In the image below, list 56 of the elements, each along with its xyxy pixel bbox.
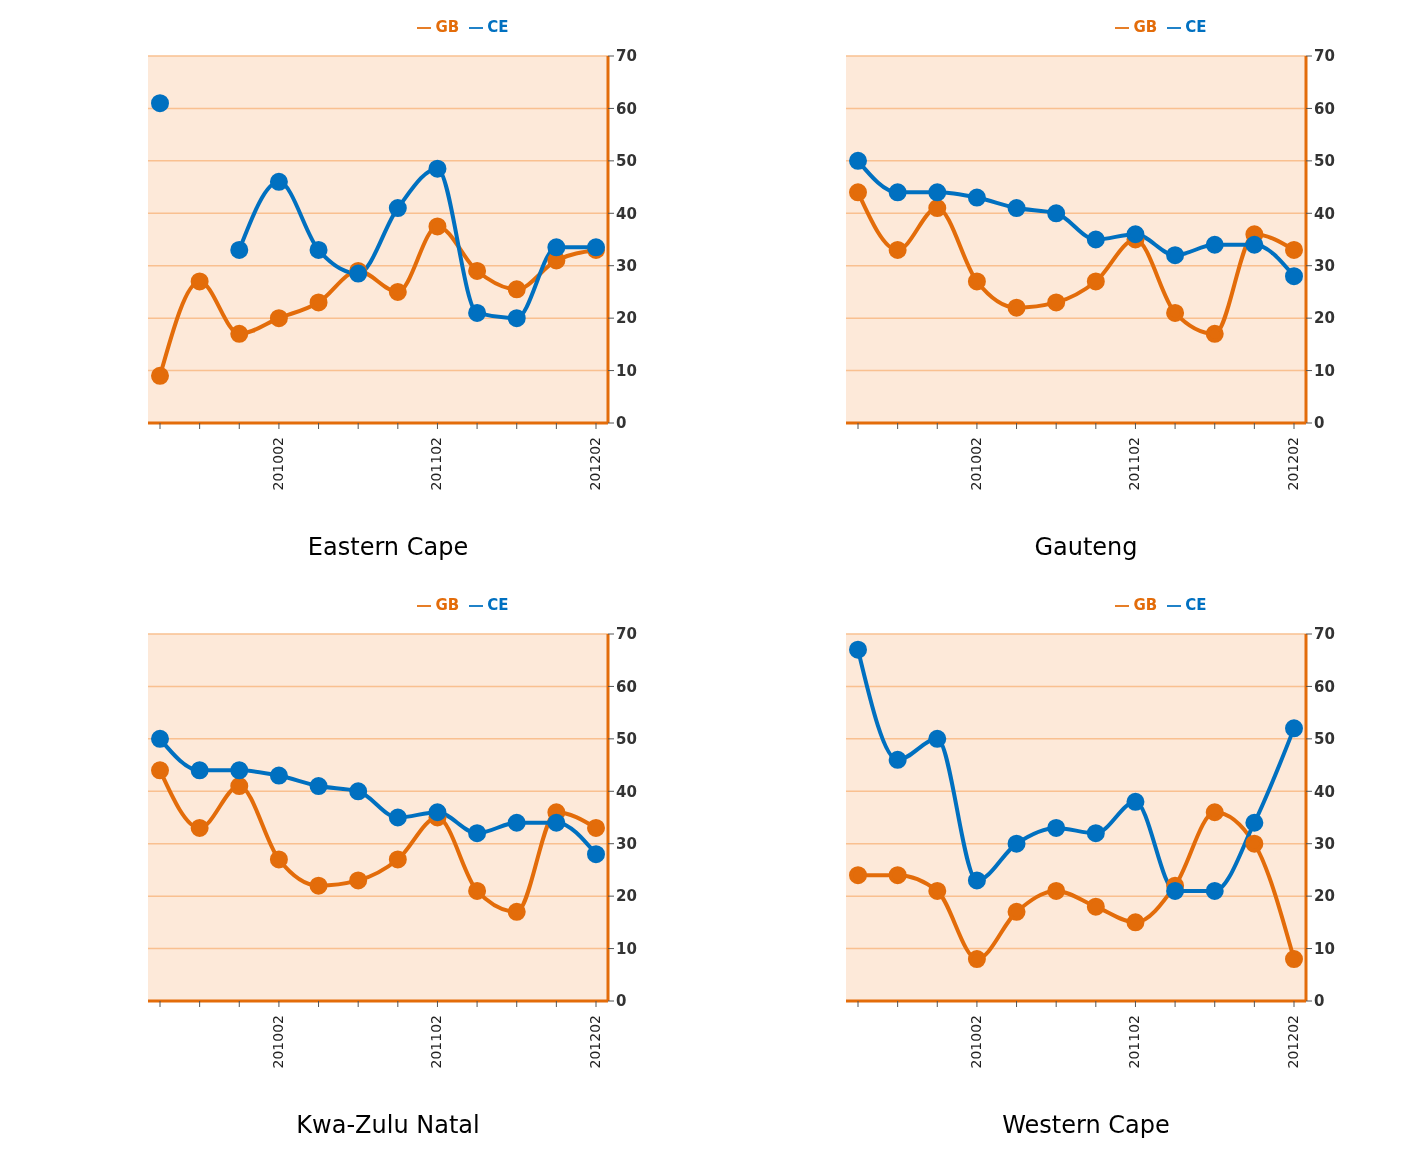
legend-label: CE xyxy=(487,596,509,614)
x-tick-label: 201102 xyxy=(428,1015,445,1069)
x-tick-label: 201002 xyxy=(967,437,984,491)
y-tick-label: 50 xyxy=(616,730,637,749)
y-tick-label: 40 xyxy=(1314,204,1335,223)
y-tick-label: 10 xyxy=(1314,361,1335,380)
y-tick-label: 70 xyxy=(1314,47,1335,66)
y-tick-label: 30 xyxy=(1314,835,1335,854)
y-tick-label: 0 xyxy=(616,992,627,1011)
y-tick-label: 10 xyxy=(616,361,637,380)
text: Western Cape xyxy=(1001,1111,1171,1139)
y-tick-label: 20 xyxy=(1314,887,1335,906)
y-tick-label: 60 xyxy=(1314,677,1335,696)
y-tick-label: 50 xyxy=(1314,730,1335,749)
legend-label: GB xyxy=(435,596,460,614)
x-tick-label: 201002 xyxy=(269,1015,286,1069)
legend-label: CE xyxy=(1185,596,1207,614)
y-tick-label: 0 xyxy=(1314,992,1325,1011)
y-tick-label: 50 xyxy=(1314,152,1335,171)
y-tick-label: 30 xyxy=(616,835,637,854)
x-tick-label: 201202 xyxy=(587,1015,603,1069)
x-tick-label: 201202 xyxy=(1285,1015,1301,1069)
y-tick-label: 0 xyxy=(1314,414,1325,433)
y-tick-label: 10 xyxy=(1314,939,1335,958)
y-tick-label: 60 xyxy=(1314,99,1335,118)
y-tick-label: 70 xyxy=(616,47,637,66)
text: Gauteng xyxy=(1033,533,1139,561)
y-tick-label: 30 xyxy=(616,257,637,276)
y-tick-label: 40 xyxy=(1314,782,1335,801)
y-tick-label: 30 xyxy=(1314,257,1335,276)
y-tick-label: 0 xyxy=(616,414,627,433)
x-tick-label: 201002 xyxy=(269,437,286,491)
legend-label: GB xyxy=(1133,18,1158,36)
y-tick-label: 20 xyxy=(616,887,637,906)
x-tick-label: 201102 xyxy=(428,437,445,491)
y-tick-label: 70 xyxy=(616,625,637,644)
x-tick-label: 201202 xyxy=(1285,437,1301,491)
x-tick-label: 201002 xyxy=(967,1015,984,1069)
y-tick-label: 70 xyxy=(1314,625,1335,644)
y-tick-label: 20 xyxy=(1314,309,1335,328)
y-tick-label: 50 xyxy=(616,152,637,171)
legend-label: GB xyxy=(435,18,460,36)
y-tick-label: 10 xyxy=(616,939,637,958)
y-tick-label: 60 xyxy=(616,677,637,696)
x-tick-label: 201102 xyxy=(1126,437,1143,491)
legend-label: CE xyxy=(487,18,509,36)
text: Kwa-Zulu Natal xyxy=(295,1111,481,1139)
legend-label: GB xyxy=(1133,596,1158,614)
y-tick-label: 60 xyxy=(616,99,637,118)
x-tick-label: 201102 xyxy=(1126,1015,1143,1069)
text: Eastern Cape xyxy=(306,533,470,561)
y-tick-label: 40 xyxy=(616,782,637,801)
legend-label: CE xyxy=(1185,18,1207,36)
x-tick-label: 201202 xyxy=(587,437,603,491)
y-tick-label: 20 xyxy=(616,309,637,328)
y-tick-label: 40 xyxy=(616,204,637,223)
